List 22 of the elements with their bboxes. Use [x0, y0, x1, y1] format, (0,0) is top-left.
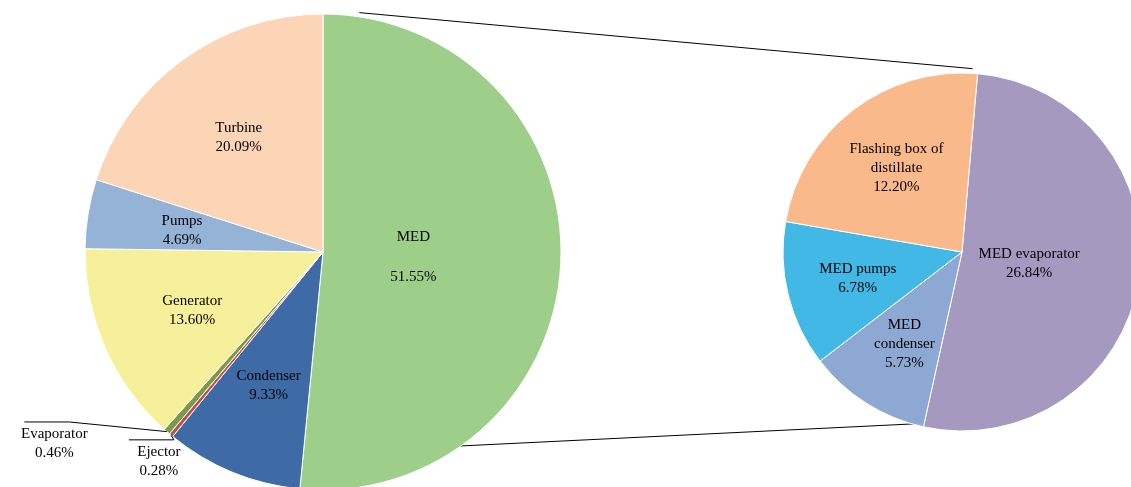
data-label: 0.46%	[34, 443, 74, 460]
slice-label: MED pumps	[819, 260, 897, 277]
data-label: 0.28%	[139, 461, 179, 478]
data-label: 9.33%	[249, 385, 289, 402]
slice-label: Generator	[162, 291, 223, 308]
slice-label: Pumps	[161, 211, 203, 228]
data-label: 5.73%	[885, 353, 924, 370]
slice-label: Flashing box of distillate	[849, 139, 944, 175]
slice-label: MED	[396, 228, 431, 245]
slice-label: Condenser	[236, 366, 301, 383]
data-label: 26.84%	[1006, 263, 1053, 280]
data-label: 20.09%	[215, 138, 262, 155]
data-label: 6.78%	[838, 279, 878, 296]
data-label: 4.69%	[162, 230, 202, 247]
slice-label: Evaporator	[21, 424, 88, 441]
slice-label: Turbine	[215, 119, 263, 136]
data-label: 13.60%	[169, 310, 216, 327]
slice-label: MED evaporator	[978, 244, 1080, 261]
slice-label: MED condenser	[873, 315, 935, 351]
data-label: 51.55%	[390, 268, 437, 285]
slice-label: Ejector	[137, 442, 181, 459]
data-label: 12.20%	[873, 177, 920, 194]
